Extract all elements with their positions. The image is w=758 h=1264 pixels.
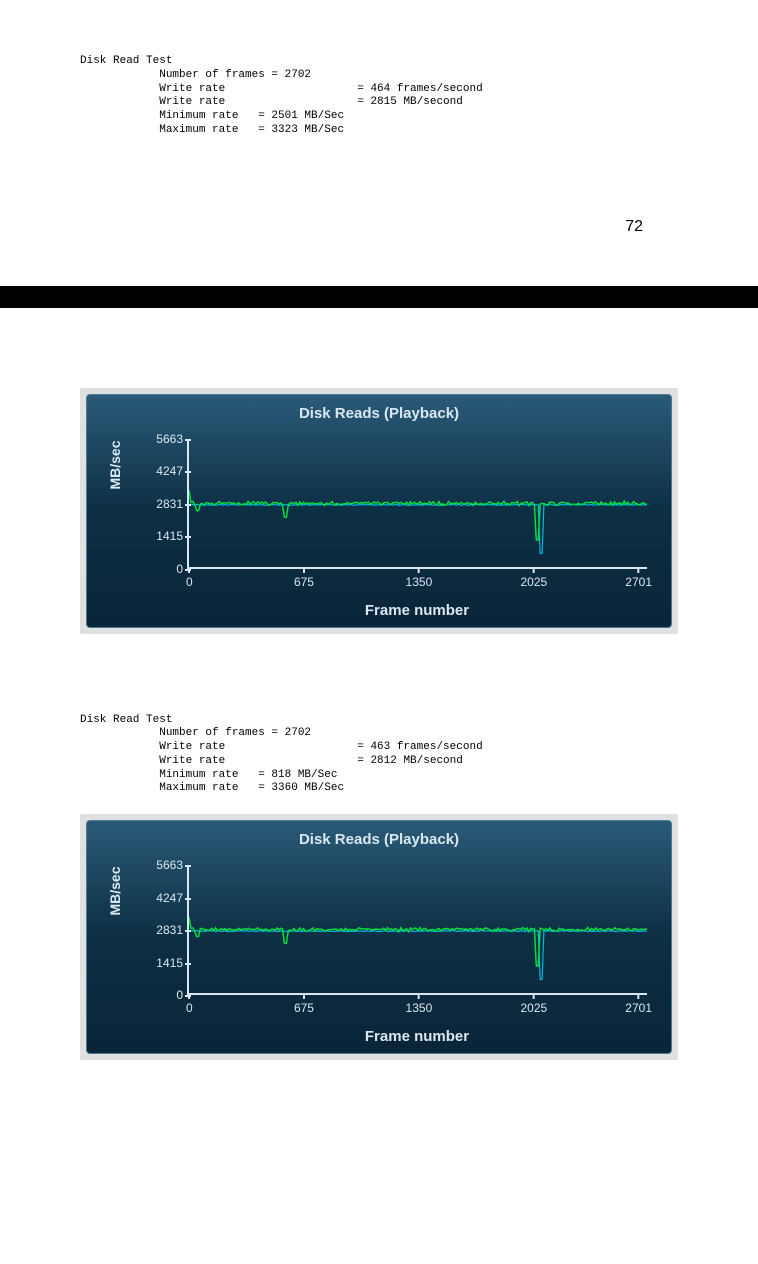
block2-line: Minimum rate = 818 MB/Sec [80, 769, 337, 781]
block1-line: Write rate = 2815 MB/second [80, 96, 463, 108]
disk-read-test-block-2: Disk Read Test Number of frames = 2702 W… [80, 714, 683, 797]
y-tick-label: 4247 [141, 891, 183, 905]
x-tick-label: 2025 [521, 1001, 548, 1015]
x-tick-label: 0 [186, 1001, 193, 1015]
y-tick-label: 5663 [141, 858, 183, 872]
disk-read-test-block-1: Disk Read Test Number of frames = 2702 W… [80, 55, 683, 138]
x-axis-label: Frame number [187, 602, 647, 619]
x-tick-label: 2025 [521, 575, 548, 589]
block2-line: Maximum rate = 3360 MB/Sec [80, 782, 344, 794]
x-axis-label: Frame number [187, 1028, 647, 1045]
chart-2-container: Disk Reads (Playback) MB/sec Frame numbe… [80, 814, 678, 1060]
x-tick-label: 1350 [406, 1001, 433, 1015]
chart-1: Disk Reads (Playback) MB/sec Frame numbe… [86, 394, 672, 628]
plot-area: 014152831424756630675135020252701 [187, 865, 647, 995]
x-tick-label: 2701 [625, 1001, 652, 1015]
x-tick-label: 0 [186, 575, 193, 589]
plot-area: 014152831424756630675135020252701 [187, 439, 647, 569]
y-tick-label: 2831 [141, 497, 183, 511]
x-tick-label: 2701 [625, 575, 652, 589]
page-content-2: Disk Reads (Playback) MB/sec Frame numbe… [0, 388, 758, 1141]
y-tick-label: 0 [141, 988, 183, 1002]
chart-title: Disk Reads (Playback) [87, 821, 671, 848]
chart-svg [189, 865, 647, 993]
block2-title: Disk Read Test [80, 714, 172, 726]
y-axis-label: MB/sec [107, 851, 123, 931]
x-tick-label: 1350 [406, 575, 433, 589]
y-axis-label: MB/sec [107, 425, 123, 505]
y-tick-label: 1415 [141, 529, 183, 543]
y-tick-label: 4247 [141, 464, 183, 478]
chart-svg [189, 439, 647, 567]
chart-2: Disk Reads (Playback) MB/sec Frame numbe… [86, 820, 672, 1054]
block1-line: Minimum rate = 2501 MB/Sec [80, 110, 344, 122]
block1-line: Number of frames = 2702 [80, 69, 311, 81]
y-tick-label: 1415 [141, 956, 183, 970]
x-tick-label: 675 [294, 1001, 314, 1015]
y-tick-label: 5663 [141, 432, 183, 446]
page-number: 72 [80, 218, 683, 236]
block2-line: Write rate = 2812 MB/second [80, 755, 463, 767]
block2-line: Number of frames = 2702 [80, 727, 311, 739]
block1-line: Write rate = 464 frames/second [80, 83, 483, 95]
x-tick-label: 675 [294, 575, 314, 589]
block2-line: Write rate = 463 frames/second [80, 741, 483, 753]
chart-title: Disk Reads (Playback) [87, 395, 671, 422]
block1-line: Maximum rate = 3323 MB/Sec [80, 124, 344, 136]
y-tick-label: 0 [141, 562, 183, 576]
block1-title: Disk Read Test [80, 55, 172, 67]
page-content: Disk Read Test Number of frames = 2702 W… [0, 0, 758, 286]
chart-1-container: Disk Reads (Playback) MB/sec Frame numbe… [80, 388, 678, 634]
y-tick-label: 2831 [141, 923, 183, 937]
divider-bar [0, 286, 758, 308]
